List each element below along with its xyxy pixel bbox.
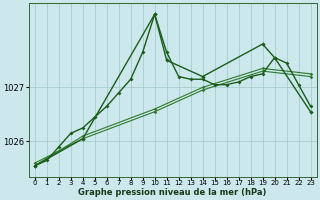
X-axis label: Graphe pression niveau de la mer (hPa): Graphe pression niveau de la mer (hPa) — [78, 188, 267, 197]
